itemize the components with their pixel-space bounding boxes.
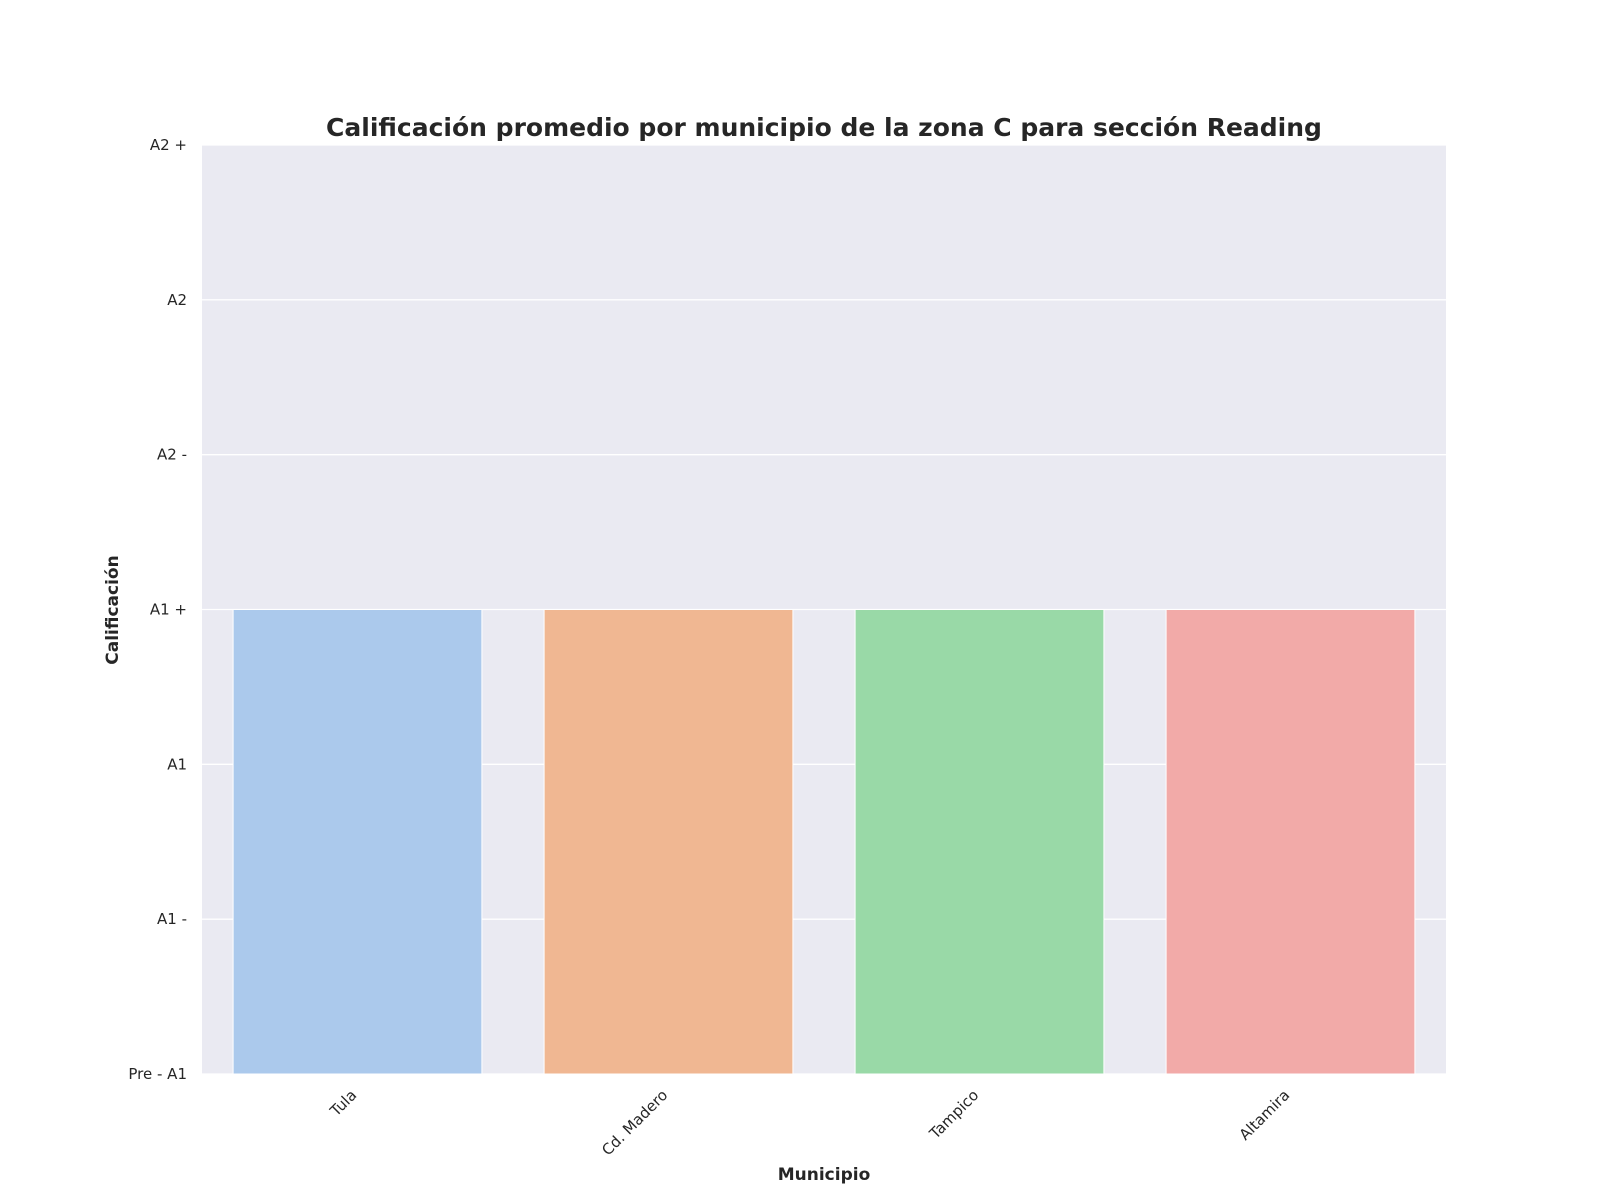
y-tick-label: A1 (167, 755, 187, 773)
chart-title: Calificación promedio por municipio de l… (326, 113, 1322, 142)
y-axis-label: Calificación (103, 555, 123, 664)
x-axis-ticks: Tula Cd. Madero Tampico Altamira (326, 1086, 1293, 1159)
bar-altamira (1165, 609, 1416, 1075)
x-tick-label: Tula (326, 1086, 360, 1120)
x-tick-label: Tampico (925, 1086, 982, 1143)
y-tick-label: A1 + (150, 601, 187, 619)
bars (232, 609, 1416, 1075)
bar-tula (232, 609, 483, 1075)
x-axis-label: Municipio (778, 1165, 871, 1185)
bar-tampico (854, 609, 1105, 1075)
x-tick-label: Cd. Madero (598, 1086, 671, 1159)
y-axis-ticks: Pre - A1 A1 - A1 A1 + A2 - A2 A2 + (128, 136, 187, 1083)
y-tick-label: A2 - (157, 446, 187, 464)
x-tick-label: Altamira (1236, 1086, 1294, 1144)
y-tick-label: A2 + (150, 136, 187, 154)
y-tick-label: Pre - A1 (128, 1065, 187, 1083)
y-tick-label: A1 - (157, 910, 187, 928)
bar-cd-madero (543, 609, 794, 1075)
y-tick-label: A2 (167, 291, 187, 309)
